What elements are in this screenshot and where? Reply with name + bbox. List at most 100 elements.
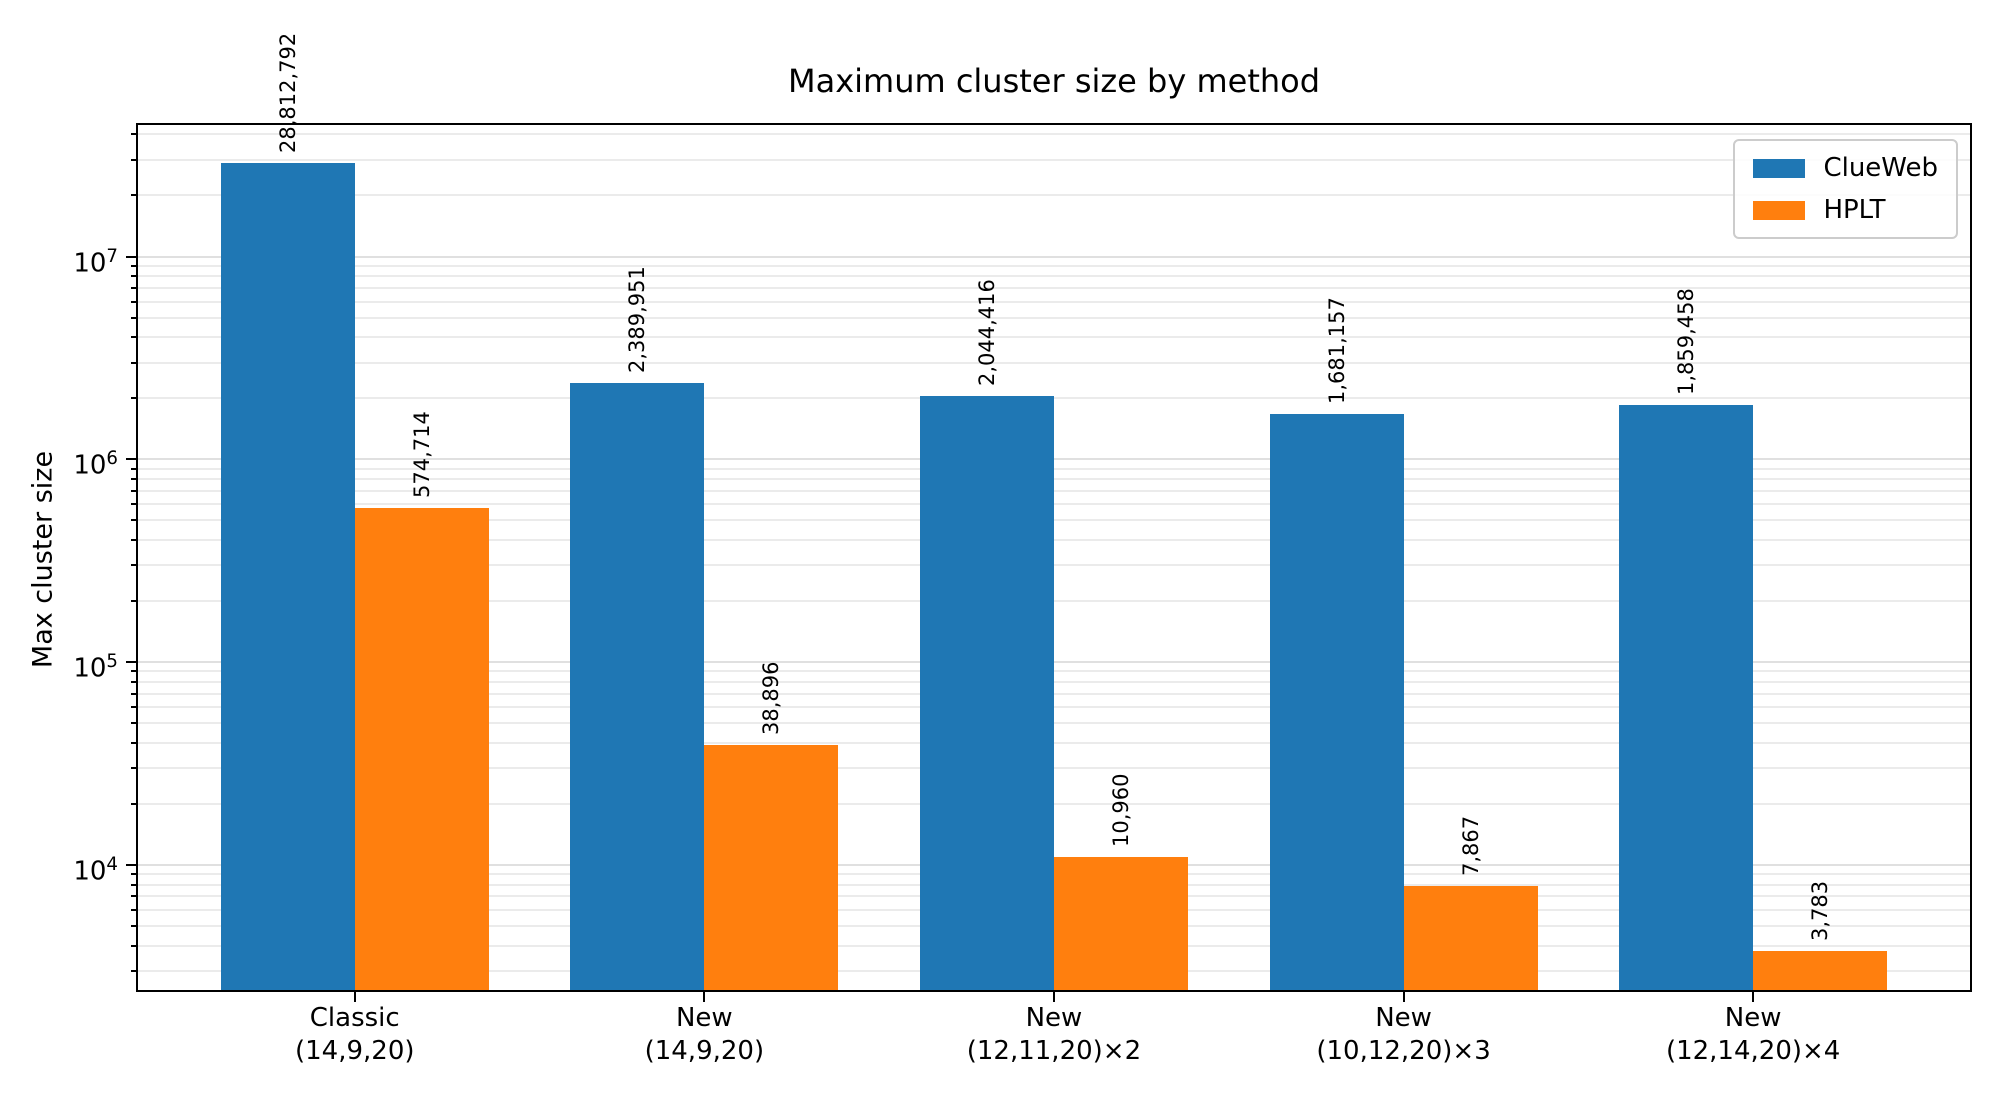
gridline bbox=[138, 336, 1970, 339]
bar-clueweb-1 bbox=[220, 163, 355, 990]
y-minor-tick bbox=[131, 336, 138, 339]
gridline bbox=[138, 361, 1970, 364]
y-minor-tick bbox=[131, 286, 138, 289]
gridline bbox=[138, 458, 1970, 461]
bar-value-label: 10,960 bbox=[1108, 773, 1133, 847]
gridline bbox=[138, 467, 1970, 470]
x-tick bbox=[1752, 990, 1755, 1002]
y-minor-tick bbox=[131, 194, 138, 197]
gridline bbox=[138, 300, 1970, 303]
y-minor-tick bbox=[131, 883, 138, 886]
y-tick-exponent: 5 bbox=[106, 651, 118, 673]
bar-value-label: 1,681,157 bbox=[1324, 296, 1349, 404]
y-minor-tick bbox=[131, 909, 138, 911]
gridline bbox=[138, 722, 1970, 725]
legend-entry-clueweb: ClueWeb bbox=[1753, 153, 1938, 183]
bar-clueweb-2 bbox=[570, 382, 705, 990]
bar-hplt-5 bbox=[1753, 950, 1888, 990]
y-minor-tick bbox=[131, 316, 138, 319]
y-minor-tick bbox=[131, 692, 138, 695]
gridline bbox=[138, 286, 1970, 289]
bar-value-label: 2,044,416 bbox=[974, 279, 999, 387]
gridline bbox=[138, 564, 1970, 567]
y-minor-tick bbox=[131, 802, 138, 805]
y-minor-tick bbox=[131, 722, 138, 725]
y-axis-label: Max cluster size bbox=[27, 450, 59, 669]
gridline bbox=[138, 133, 1970, 136]
gridline bbox=[138, 680, 1970, 683]
gridline bbox=[138, 275, 1970, 278]
gridline bbox=[138, 158, 1970, 161]
y-minor-tick bbox=[131, 564, 138, 567]
gridline bbox=[138, 692, 1970, 695]
y-minor-tick bbox=[131, 741, 138, 744]
bar-value-label: 28,812,792 bbox=[275, 33, 300, 154]
gridline bbox=[138, 478, 1970, 480]
y-minor-tick bbox=[131, 478, 138, 480]
x-category-label: New (14,9,20) bbox=[644, 1003, 765, 1066]
bar-clueweb-4 bbox=[1269, 413, 1404, 990]
y-tick-exponent: 4 bbox=[106, 854, 118, 876]
legend-swatch-clueweb bbox=[1753, 158, 1806, 178]
gridline bbox=[138, 661, 1970, 664]
gridline bbox=[138, 255, 1970, 258]
y-minor-tick bbox=[131, 539, 138, 542]
y-minor-tick bbox=[131, 361, 138, 364]
bar-value-label: 38,896 bbox=[759, 661, 784, 736]
y-tick-exponent: 6 bbox=[106, 448, 118, 470]
y-minor-tick bbox=[131, 158, 138, 161]
y-major-tick bbox=[126, 864, 138, 867]
y-tick-label: 106 bbox=[73, 448, 118, 481]
gridline bbox=[138, 706, 1970, 709]
bar-clueweb-5 bbox=[1619, 404, 1754, 990]
y-minor-tick bbox=[131, 300, 138, 303]
y-minor-tick bbox=[131, 133, 138, 136]
gridline bbox=[138, 767, 1970, 770]
gridline bbox=[138, 519, 1970, 522]
bar-hplt-1 bbox=[354, 508, 489, 990]
legend-label: HPLT bbox=[1823, 195, 1886, 225]
legend-entry-hplt: HPLT bbox=[1753, 195, 1938, 225]
gridline bbox=[138, 670, 1970, 673]
y-minor-tick bbox=[131, 970, 138, 973]
y-tick-label: 104 bbox=[73, 854, 118, 887]
gridline bbox=[138, 264, 1970, 267]
y-minor-tick bbox=[131, 944, 138, 947]
y-tick-label: 105 bbox=[73, 651, 118, 684]
gridline bbox=[138, 489, 1970, 492]
y-tick-label: 107 bbox=[73, 245, 118, 279]
y-minor-tick bbox=[131, 706, 138, 709]
gridline bbox=[138, 316, 1970, 319]
y-minor-tick bbox=[131, 503, 138, 506]
gridline bbox=[138, 741, 1970, 744]
y-minor-tick bbox=[131, 925, 138, 928]
y-minor-tick bbox=[131, 895, 138, 898]
y-major-tick bbox=[126, 255, 138, 258]
y-minor-tick bbox=[131, 680, 138, 683]
y-minor-tick bbox=[131, 489, 138, 492]
bar-clueweb-3 bbox=[919, 396, 1054, 990]
bar-value-label: 574,714 bbox=[409, 411, 434, 499]
legend-label: ClueWeb bbox=[1823, 153, 1938, 183]
y-minor-tick bbox=[131, 600, 138, 603]
x-tick bbox=[353, 990, 356, 1002]
gridline bbox=[138, 397, 1970, 400]
bar-value-label: 2,389,951 bbox=[625, 265, 650, 373]
gridline bbox=[138, 539, 1970, 542]
bar-value-label: 3,783 bbox=[1808, 880, 1833, 941]
bar-value-label: 7,867 bbox=[1458, 816, 1483, 877]
y-major-tick bbox=[126, 458, 138, 461]
chart-title: Maximum cluster size by method bbox=[787, 62, 1321, 100]
plot-area: 28,812,792 2,389,951 2,044,416 1,681,157 1,8… bbox=[136, 33, 1972, 992]
y-minor-tick bbox=[131, 467, 138, 470]
gridline bbox=[138, 503, 1970, 506]
x-category-label: Classic (14,9,20) bbox=[294, 1003, 415, 1066]
x-category-label: New (12,11,20)×2 bbox=[966, 1003, 1142, 1066]
x-tick bbox=[703, 990, 706, 1002]
y-minor-tick bbox=[131, 264, 138, 267]
y-minor-tick bbox=[131, 275, 138, 278]
y-minor-tick bbox=[131, 397, 138, 400]
x-tick bbox=[1052, 990, 1055, 1002]
bar-value-label: 1,859,458 bbox=[1674, 287, 1699, 395]
legend-swatch-hplt bbox=[1753, 200, 1806, 220]
